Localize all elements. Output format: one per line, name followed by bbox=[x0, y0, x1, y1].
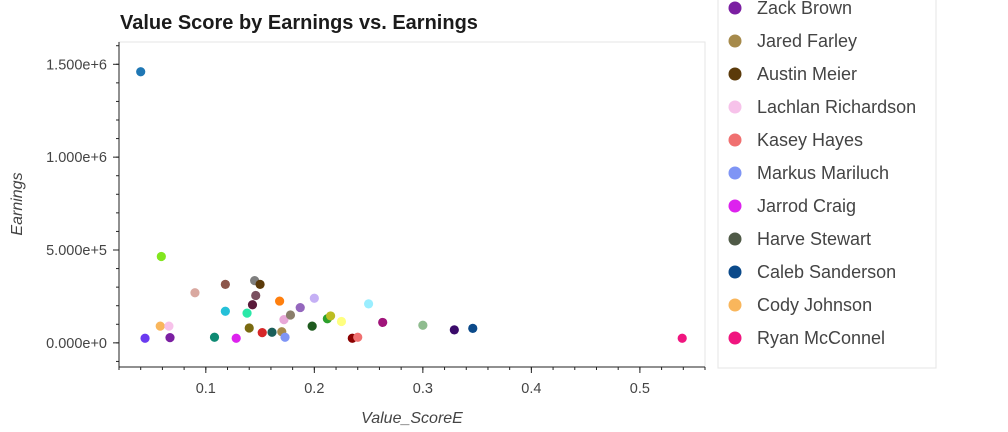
x-tick-label: 0.1 bbox=[196, 381, 216, 397]
data-point bbox=[255, 279, 265, 289]
data-point bbox=[251, 290, 261, 301]
legend-marker bbox=[728, 232, 742, 246]
legend-marker bbox=[728, 133, 742, 147]
data-point bbox=[378, 317, 388, 328]
x-axis-ticks: 0.1 0.2 0.3 0.4 0.5 bbox=[118, 367, 706, 397]
data-point bbox=[353, 332, 363, 342]
legend-label: Jarrod Craig bbox=[757, 196, 856, 216]
data-point bbox=[140, 333, 150, 343]
plot-frame bbox=[118, 41, 706, 368]
chart-title: Value Score by Earnings vs. Earnings bbox=[120, 12, 478, 34]
x-axis-label: Value_ScoreE bbox=[361, 410, 463, 427]
data-point bbox=[279, 315, 289, 325]
data-point bbox=[418, 320, 428, 330]
data-point bbox=[164, 321, 174, 331]
legend-marker bbox=[728, 199, 742, 213]
x-tick-label: 0.5 bbox=[630, 381, 650, 397]
data-points bbox=[136, 67, 687, 343]
legend-label: Austin Meier bbox=[757, 64, 857, 84]
y-axis-label: Earnings bbox=[9, 172, 26, 235]
data-point bbox=[231, 333, 241, 343]
data-point bbox=[267, 327, 277, 337]
legend-marker bbox=[728, 67, 742, 81]
legend: Zack Brown Jared Farley Austin Meier Lachla… bbox=[728, 0, 916, 348]
legend-label: Kasey Hayes bbox=[757, 130, 863, 150]
y-axis-ticks: 0.000e+0 5.000e+5 1.000e+6 1.500e+6 bbox=[46, 45, 119, 362]
data-point bbox=[285, 310, 296, 320]
data-point bbox=[244, 323, 254, 333]
data-point bbox=[209, 332, 220, 342]
legend-marker bbox=[728, 331, 742, 345]
legend-marker bbox=[728, 265, 742, 279]
x-tick-label: 0.4 bbox=[521, 381, 541, 397]
legend-label: Jared Farley bbox=[757, 31, 857, 51]
data-point bbox=[257, 328, 267, 338]
y-tick-label: 0.000e+0 bbox=[46, 336, 107, 352]
data-point bbox=[220, 279, 230, 289]
data-point bbox=[220, 306, 230, 316]
legend-label: Lachlan Richardson bbox=[757, 97, 916, 117]
data-point bbox=[295, 302, 305, 313]
legend-marker bbox=[728, 298, 742, 312]
data-point bbox=[275, 296, 285, 306]
data-point bbox=[155, 321, 165, 331]
legend-label: Cody Johnson bbox=[757, 295, 872, 315]
y-tick-label: 1.000e+6 bbox=[46, 150, 107, 166]
data-point bbox=[449, 325, 459, 335]
data-point bbox=[136, 67, 146, 77]
data-point bbox=[165, 333, 175, 343]
data-point bbox=[247, 300, 258, 310]
legend-label: Markus Mariluch bbox=[757, 163, 889, 183]
legend-label: Zack Brown bbox=[757, 0, 852, 18]
plot-area: 0.000e+05.000e+51.000e+61.500e+6 0.1 0.2 0… bbox=[46, 41, 706, 397]
legend-label: Caleb Sanderson bbox=[757, 262, 896, 282]
data-point bbox=[156, 251, 166, 262]
legend-box bbox=[717, 0, 937, 369]
legend-marker bbox=[728, 1, 742, 15]
data-point bbox=[242, 308, 252, 318]
data-point bbox=[336, 316, 347, 327]
y-tick-label: 5.000e+5 bbox=[46, 243, 107, 259]
legend-marker bbox=[728, 34, 742, 48]
data-point bbox=[309, 293, 319, 303]
y-tick-label: 1.500e+6 bbox=[46, 57, 107, 73]
data-point bbox=[363, 299, 374, 309]
data-point bbox=[190, 288, 200, 298]
data-point bbox=[307, 321, 317, 331]
x-tick-label: 0.2 bbox=[304, 381, 324, 397]
data-point bbox=[677, 333, 687, 343]
data-point bbox=[326, 311, 336, 321]
legend-marker bbox=[728, 166, 742, 180]
x-tick-label: 0.3 bbox=[413, 381, 433, 397]
legend-label: Ryan McConnel bbox=[757, 328, 885, 348]
data-point bbox=[280, 332, 290, 342]
legend-label: Harve Stewart bbox=[757, 229, 871, 249]
legend-marker bbox=[728, 100, 742, 114]
data-point bbox=[468, 323, 478, 333]
